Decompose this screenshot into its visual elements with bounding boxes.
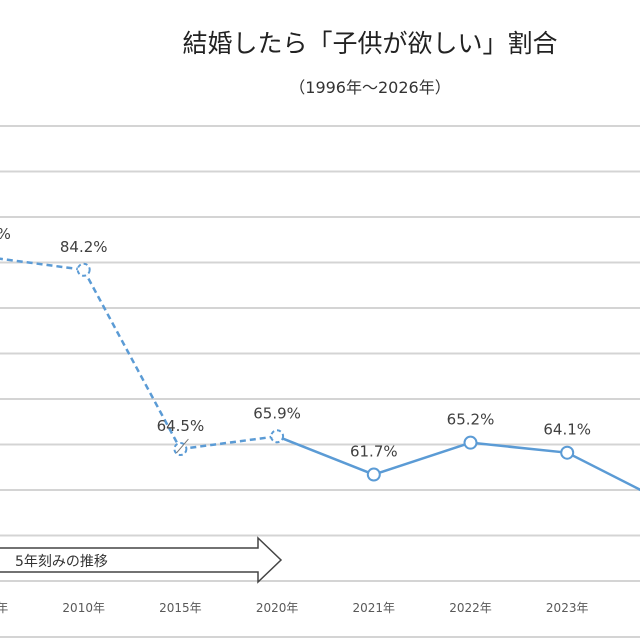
series-segment	[470, 441, 568, 454]
x-tick-label: 2022年	[449, 601, 492, 615]
series-segment	[82, 269, 182, 450]
chart-subtitle: （1996年～2026年）	[289, 78, 451, 97]
data-label: 61.7%	[350, 443, 398, 461]
arrow-annotation	[0, 536, 283, 584]
data-point	[270, 429, 285, 444]
series-segment	[276, 435, 375, 476]
x-tick-label: 2021年	[353, 601, 396, 615]
x-tick-label: 2005年	[0, 601, 8, 615]
series-segment	[373, 441, 471, 476]
chart-title: 結婚したら「子供が欲しい」割合	[182, 29, 558, 58]
data-label: 64.5%	[157, 417, 205, 435]
x-tick-label: 2020年	[256, 601, 299, 615]
series-segment	[0, 257, 84, 272]
data-point	[366, 467, 381, 482]
x-tick-label: 2010年	[62, 601, 105, 615]
data-label: 84.2%	[60, 238, 108, 256]
data-label: 85.6%	[0, 225, 11, 243]
arrow-annotation-label: 5年刻みの推移	[15, 554, 108, 570]
leader-line	[176, 438, 189, 454]
data-label: 65.9%	[253, 404, 301, 422]
series-segment	[180, 435, 278, 451]
data-point	[560, 445, 575, 460]
data-label: 64.1%	[543, 421, 591, 439]
x-tick-label: 2015年	[159, 601, 202, 615]
data-point	[463, 435, 478, 450]
data-point	[76, 262, 91, 277]
data-label: 65.2%	[447, 411, 495, 429]
series-segment	[566, 451, 640, 492]
x-tick-label: 2023年	[546, 601, 589, 615]
